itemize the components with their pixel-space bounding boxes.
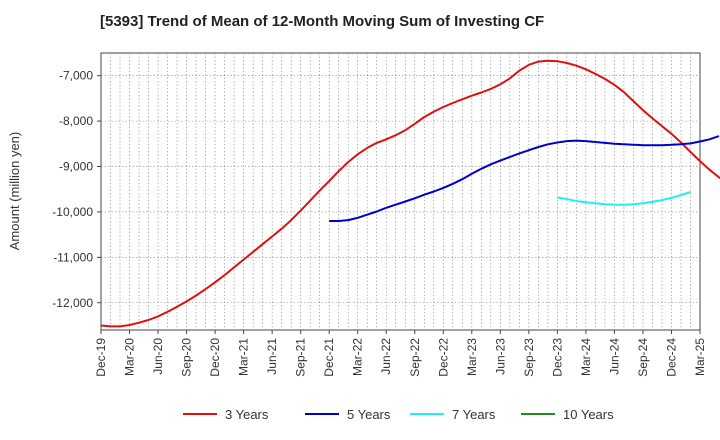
series-line-5-years — [329, 135, 720, 222]
x-tick-label: Dec-22 — [436, 338, 450, 377]
x-tick-label: Mar-23 — [465, 338, 479, 376]
legend: 3 Years 5 Years 7 Years 10 Years — [183, 407, 614, 422]
x-tick-label: Sep-23 — [522, 338, 536, 377]
y-tick-label: -10,000 — [52, 205, 93, 219]
y-tick-label: -11,000 — [53, 250, 93, 264]
x-tick-label: Dec-19 — [94, 338, 108, 377]
x-tick-label: Sep-24 — [636, 338, 650, 377]
x-tick-label: Mar-24 — [579, 338, 593, 376]
y-axis-label: Amount (million yen) — [7, 132, 22, 251]
x-tick-label: Jun-21 — [265, 338, 279, 375]
x-tick-label: Mar-25 — [693, 338, 707, 376]
y-axis: -7,000 -8,000 -9,000 -10,000 -11,000 -12,000 — [52, 69, 101, 310]
x-tick-label: Dec-20 — [208, 338, 222, 377]
legend-3-years-label: 3 Years — [225, 407, 269, 422]
x-tick-label: Dec-23 — [550, 338, 564, 377]
y-tick-label: -7,000 — [59, 69, 93, 83]
x-tick-label: Dec-21 — [322, 338, 336, 377]
series-lines — [100, 59, 720, 328]
x-tick-label: Dec-24 — [664, 338, 678, 377]
y-tick-label: -12,000 — [52, 296, 93, 310]
series-line-7-years — [557, 191, 691, 206]
x-tick-label: Sep-22 — [408, 338, 422, 377]
plot-area — [100, 52, 701, 331]
x-tick-label: Sep-21 — [294, 338, 308, 377]
x-tick-label: Sep-20 — [180, 338, 194, 377]
series-line-3-years — [100, 59, 720, 328]
legend-7-years-label: 7 Years — [452, 407, 496, 422]
x-tick-label: Jun-20 — [151, 338, 165, 375]
x-axis: Dec-19 Mar-20 Jun-20 Sep-20 Dec-20 Mar-21 Jun-… — [94, 330, 707, 377]
legend-5-years-label: 5 Years — [347, 407, 391, 422]
y-tick-label: -9,000 — [59, 160, 93, 174]
x-tick-label: Mar-22 — [351, 338, 365, 376]
y-tick-label: -8,000 — [59, 114, 93, 128]
x-tick-label: Jun-22 — [379, 338, 393, 375]
legend-10-years-label: 10 Years — [563, 407, 614, 422]
chart-title: [5393] Trend of Mean of 12-Month Moving … — [100, 13, 544, 30]
x-tick-label: Jun-23 — [493, 338, 507, 375]
x-tick-label: Jun-24 — [607, 338, 621, 375]
x-tick-label: Mar-20 — [123, 338, 137, 376]
x-tick-label: Mar-21 — [237, 338, 251, 376]
